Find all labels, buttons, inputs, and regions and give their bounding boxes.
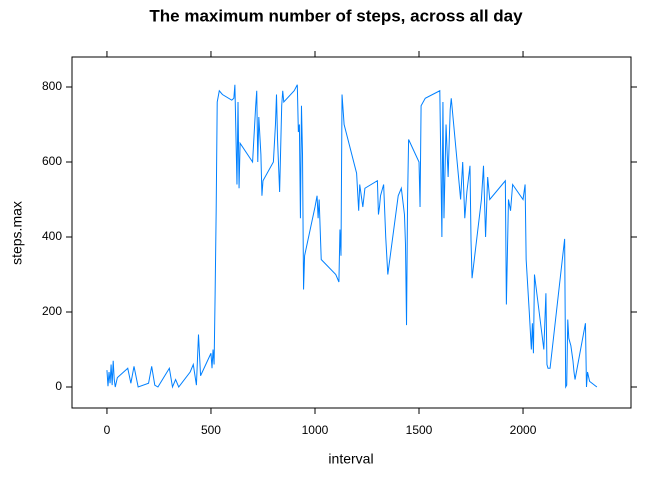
y-tick-label: 200 (42, 304, 62, 318)
y-tick-label: 800 (42, 79, 62, 93)
chart-title: The maximum number of steps, across all … (149, 6, 523, 25)
y-axis-label: steps.max (9, 201, 25, 265)
x-tick-label: 500 (201, 423, 221, 437)
x-axis-label: interval (328, 451, 373, 467)
panel (71, 56, 632, 409)
x-tick-label: 0 (104, 423, 111, 437)
y-tick-label: 400 (42, 229, 62, 243)
x-tick-label: 1500 (406, 423, 433, 437)
x-tick-label: 1000 (302, 423, 329, 437)
y-tick-label: 0 (55, 379, 62, 393)
y-tick-label: 600 (42, 154, 62, 168)
x-tick-label: 2000 (510, 423, 537, 437)
line (106, 84, 598, 389)
